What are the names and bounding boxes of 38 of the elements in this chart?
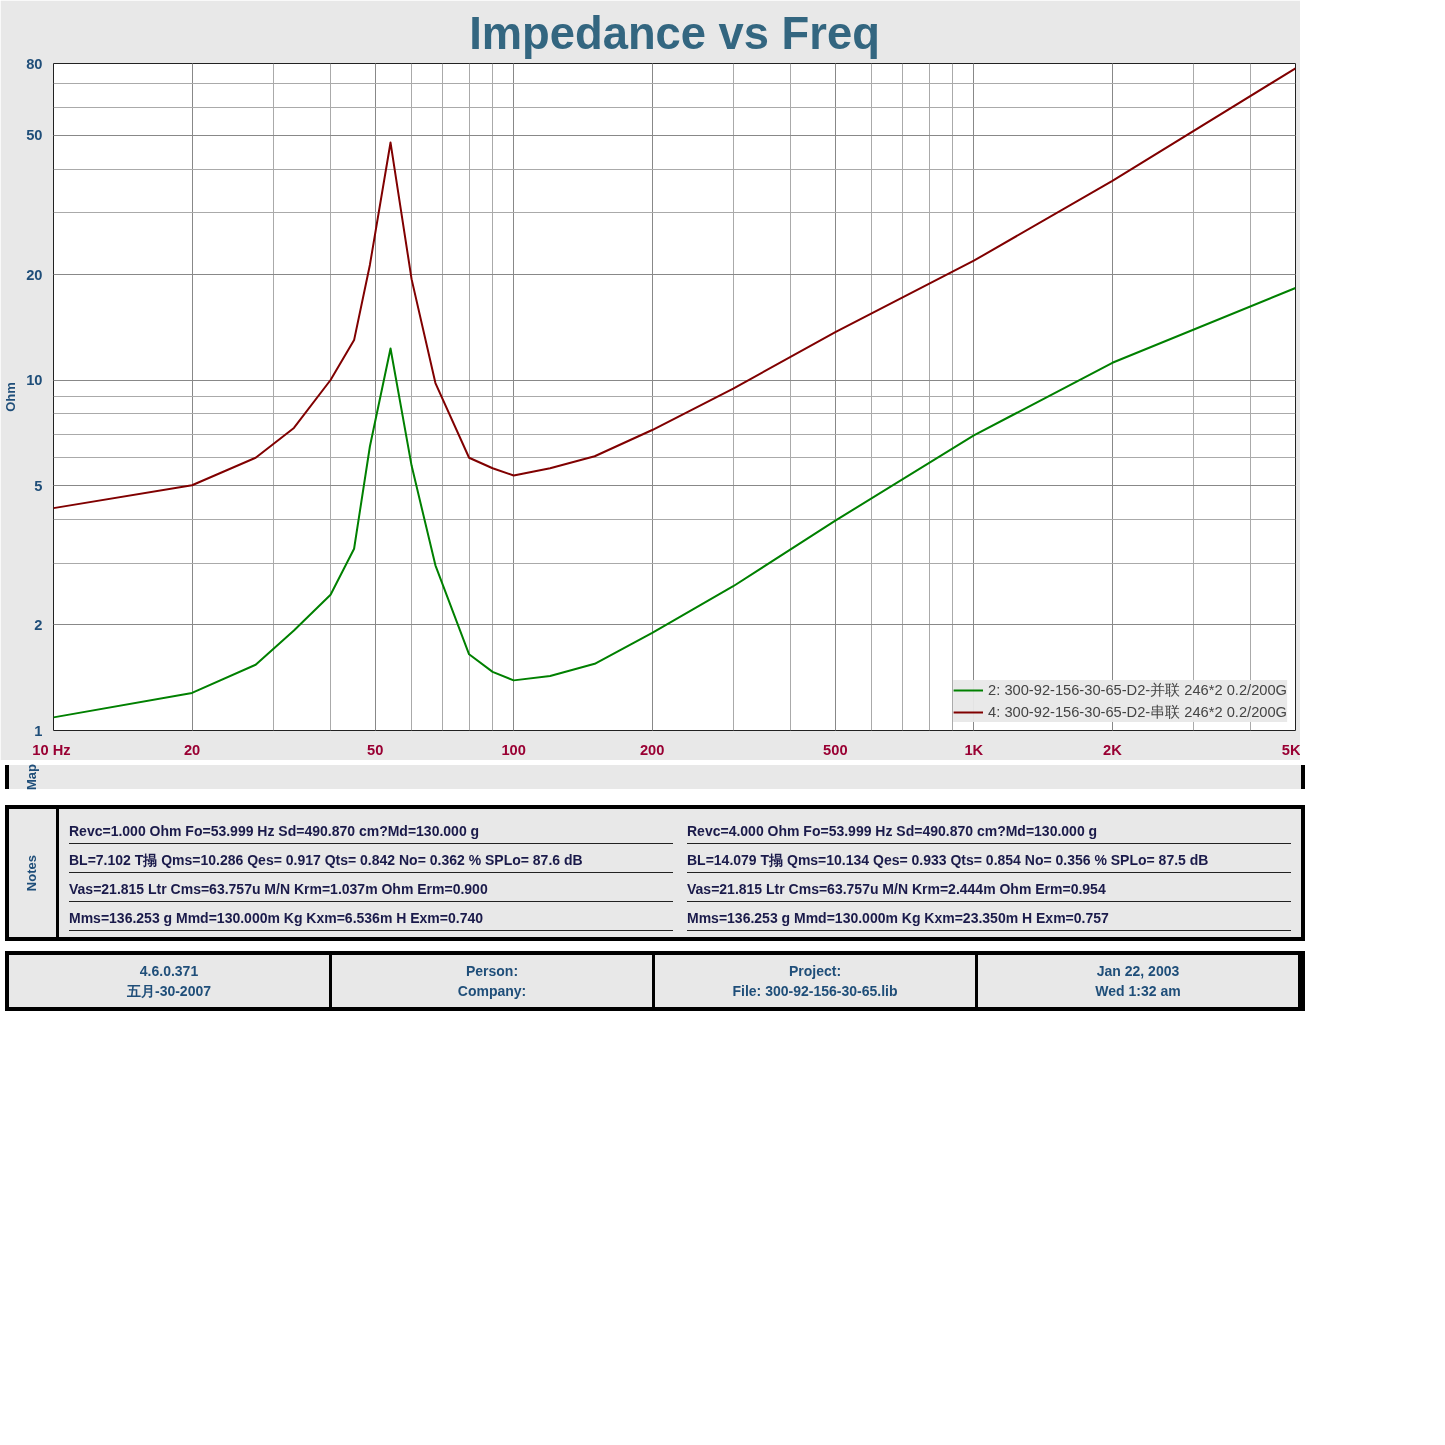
x-tick-label: 50 (367, 741, 384, 758)
text: Company: (457, 983, 527, 1000)
x-tick-label: 100 (501, 741, 526, 758)
x-tick-label: 20 (183, 741, 201, 758)
y-tick-label: 1 (34, 722, 43, 739)
text: File: 300-92-156-30-65.lib (732, 983, 898, 1000)
x-tick-label: 10 Hz (32, 741, 71, 758)
y-tick-label: 10 (26, 372, 43, 389)
text: Vas=21.815 Ltr Cms=63.757u M/N Krm=1.037m Ohm Erm=0.900 (69, 873, 673, 903)
y-tick-label: 5 (34, 477, 43, 494)
y-axis-title: Ohm (3, 382, 19, 412)
text: Notes (23, 855, 41, 892)
text: 五月-30-2007 (126, 983, 212, 1000)
text: Wed 1:32 am (1095, 983, 1181, 1000)
y-tick-label: 80 (26, 55, 43, 72)
y-tick-label: 20 (26, 266, 43, 283)
text: Mms=136.253 g Mmd=130.000m Kg Kxm=23.350m H Exm=0.757 (687, 902, 1291, 932)
x-tick-label: 5K (1281, 741, 1301, 758)
text: BL=14.079 T搨 Qms=10.134 Qes= 0.933 Qts= 0.854 No= 0.356 % SPLo= 87.5 dB (687, 844, 1291, 874)
y-tick-label: 2 (34, 616, 43, 633)
y-tick-label: 50 (26, 127, 43, 144)
text: Project: (788, 963, 842, 980)
text: Revc=1.000 Ohm Fo=53.999 Hz Sd=490.870 cm?Md=130.000 g (69, 815, 673, 845)
chart-title: Impedance vs Freq (469, 7, 880, 59)
legend-label: 4: 300-92-156-30-65-D2-串联 246*2 0.2/200G (988, 702, 1287, 722)
legend-label: 2: 300-92-156-30-65-D2-并联 246*2 0.2/200G (988, 680, 1287, 700)
text: Person: (465, 963, 519, 980)
text: 4.6.0.371 (139, 963, 199, 980)
x-tick-label: 500 (823, 741, 848, 758)
text: Mms=136.253 g Mmd=130.000m Kg Kxm=6.536m H Exm=0.740 (69, 902, 673, 932)
x-tick-label: 200 (639, 741, 665, 758)
text: Revc=4.000 Ohm Fo=53.999 Hz Sd=490.870 cm?Md=130.000 g (687, 815, 1291, 845)
text: Jan 22, 2003 (1096, 963, 1180, 980)
text: Vas=21.815 Ltr Cms=63.757u M/N Krm=2.444m Ohm Erm=0.954 (687, 873, 1291, 903)
x-tick-label: 1K (964, 741, 984, 758)
text: Map (23, 764, 40, 790)
x-tick-label: 2K (1103, 741, 1123, 758)
text: BL=7.102 T搨 Qms=10.286 Qes= 0.917 Qts= 0.842 No= 0.362 % SPLo= 87.6 dB (69, 844, 673, 874)
